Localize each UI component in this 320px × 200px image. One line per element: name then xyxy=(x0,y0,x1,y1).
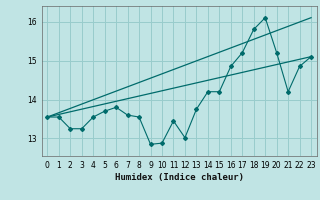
X-axis label: Humidex (Indice chaleur): Humidex (Indice chaleur) xyxy=(115,173,244,182)
